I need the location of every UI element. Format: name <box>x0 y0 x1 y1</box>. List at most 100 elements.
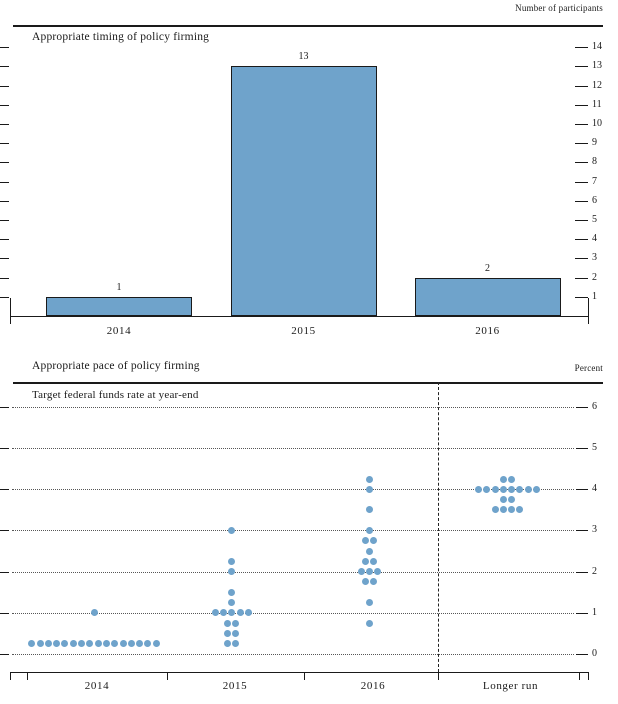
projection-dot <box>228 526 236 534</box>
projection-dot <box>232 619 240 627</box>
projection-dot <box>516 506 524 514</box>
projection-dot <box>94 640 102 648</box>
y-tick-left <box>0 162 9 164</box>
y-tick-label: 9 <box>592 137 597 149</box>
projection-dot <box>365 619 373 627</box>
y-tick-right <box>575 143 588 145</box>
projection-dot <box>36 640 44 648</box>
bottom-chart-header-rule <box>13 382 603 384</box>
projection-dot <box>508 506 516 514</box>
x-axis-tick <box>27 672 28 680</box>
y-tick-label: 5 <box>592 442 597 454</box>
gridline <box>12 406 574 408</box>
x-tick-label: 2014 <box>84 680 110 692</box>
y-tick-label: 2 <box>592 271 597 283</box>
projection-dot <box>69 640 77 648</box>
y-tick-left <box>0 143 9 145</box>
y-tick-right <box>575 258 588 260</box>
projection-dot <box>228 588 236 596</box>
x-axis-tick <box>579 672 580 680</box>
projection-dot <box>361 557 369 565</box>
y-tick-right <box>576 612 588 614</box>
projection-dot <box>44 640 52 648</box>
y-tick-left <box>0 530 9 532</box>
projection-dot <box>127 640 135 648</box>
x-axis-tick <box>166 672 168 680</box>
y-tick-left <box>0 406 9 408</box>
x-tick-label: 2014 <box>106 325 132 337</box>
projection-dot <box>491 485 499 493</box>
projection-dot <box>361 578 369 586</box>
projection-dot <box>228 557 236 565</box>
y-tick-left <box>0 104 9 106</box>
projection-dot <box>224 629 232 637</box>
projection-dot <box>499 485 507 493</box>
bar-2015 <box>230 66 377 316</box>
y-tick-right <box>575 85 588 87</box>
y-tick-label: 3 <box>592 524 597 536</box>
projection-dot <box>533 485 541 493</box>
projection-dot <box>119 640 127 648</box>
projection-dot <box>369 537 377 545</box>
y-tick-left <box>0 277 9 279</box>
bottom-chart-title: Appropriate pace of policy firming <box>32 360 200 372</box>
axis-corner-tick <box>588 298 589 324</box>
top-chart-header-rule <box>13 25 603 27</box>
y-tick-right <box>575 200 588 202</box>
projection-dot <box>374 568 382 576</box>
y-tick-label: 12 <box>592 79 602 91</box>
projection-dot <box>491 506 499 514</box>
projection-dot <box>236 609 244 617</box>
gridline <box>12 654 574 655</box>
bar-value-label: 13 <box>298 51 309 63</box>
projection-dot <box>365 506 373 514</box>
x-axis-line <box>10 672 589 673</box>
bar-value-label: 1 <box>116 281 122 293</box>
y-tick-left <box>0 296 9 298</box>
projection-dot <box>499 496 507 504</box>
y-tick-label: 1 <box>592 606 597 618</box>
y-tick-left <box>0 220 9 221</box>
projection-dot <box>365 568 373 576</box>
y-tick-right <box>575 181 588 183</box>
y-tick-label: 6 <box>592 194 597 206</box>
projection-dot <box>499 475 507 483</box>
projection-dot <box>499 506 507 514</box>
projection-dot <box>53 640 61 648</box>
gridline <box>12 448 574 450</box>
y-tick-label: 3 <box>592 252 597 264</box>
projection-dot <box>244 609 252 617</box>
gridline <box>12 612 574 614</box>
projection-dot <box>228 609 236 617</box>
y-tick-left <box>0 448 9 450</box>
top-chart-title: Appropriate timing of policy firming <box>32 31 210 43</box>
x-axis-tick <box>304 672 305 680</box>
bar-value-label: 2 <box>485 262 490 274</box>
y-tick-right <box>575 66 588 68</box>
projection-dot <box>508 485 516 493</box>
projection-dot <box>90 609 98 617</box>
x-tick-label: 2015 <box>291 325 316 337</box>
y-tick-right <box>575 162 588 164</box>
y-tick-right <box>575 124 588 125</box>
y-tick-left <box>0 200 9 202</box>
projection-dot <box>61 640 69 648</box>
x-tick-label: 2016 <box>475 325 500 337</box>
y-tick-label: 11 <box>592 98 602 110</box>
projection-dot <box>144 640 152 648</box>
y-tick-right <box>575 277 588 279</box>
projection-dot <box>78 640 86 648</box>
bottom-chart-subtitle: Target federal funds rate at year-end <box>32 389 199 401</box>
projection-dot <box>369 578 377 586</box>
projection-dot <box>152 640 160 648</box>
projection-dot <box>365 547 373 555</box>
x-tick-label: 2016 <box>360 680 386 692</box>
x-axis-tick <box>588 672 589 680</box>
projection-dot <box>102 640 110 648</box>
x-axis-tick <box>10 672 11 680</box>
projection-dot <box>369 557 377 565</box>
y-tick-label: 10 <box>592 118 602 129</box>
